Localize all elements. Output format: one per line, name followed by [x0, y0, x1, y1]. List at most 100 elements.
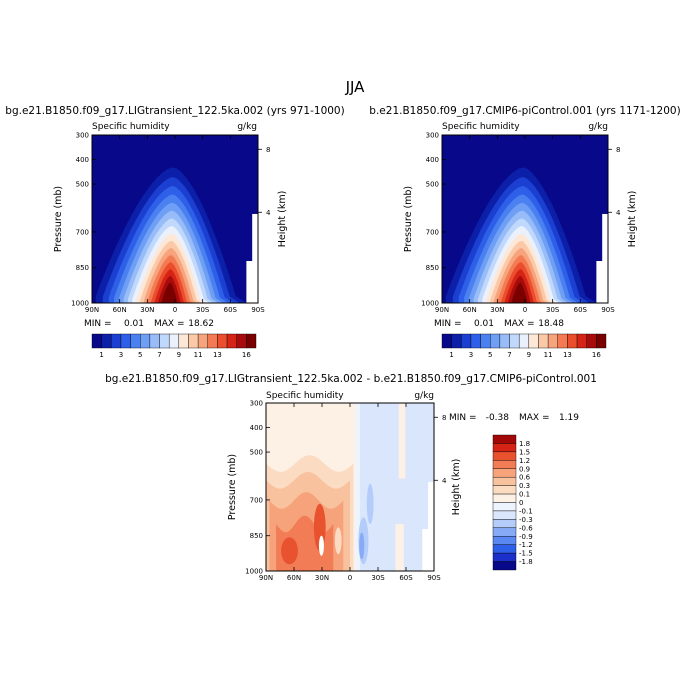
colorbar-label: 0 — [519, 499, 523, 507]
colorbar-swatch — [576, 333, 587, 349]
y-tick-label: 1000 — [245, 568, 263, 576]
y-tick-label: 400 — [250, 424, 263, 432]
height-axis-label: Height (km) — [451, 459, 462, 516]
x-tick-label: 60S — [399, 574, 413, 582]
y-tick-label: 500 — [76, 181, 89, 189]
colorbar-swatch — [140, 333, 151, 349]
panel-title: bg.e21.B1850.f09_g17.LIGtransient_122.5k… — [5, 105, 344, 117]
height-tick-label: 8 — [616, 146, 620, 154]
colorbar-swatch — [130, 333, 141, 349]
min-max-stats: MIN = 0.01 MAX = 18.48 — [434, 319, 564, 329]
colorbar-swatch — [197, 333, 208, 349]
colorbar-swatch — [490, 333, 501, 349]
x-tick-label: 60N — [463, 306, 477, 314]
colorbar-label: 9 — [527, 351, 531, 359]
colorbar-swatch — [470, 333, 481, 349]
x-tick-label: 60S — [574, 306, 588, 314]
field-label: Specific humidity — [442, 122, 520, 132]
colorbar: 1 3 5 7 9 11 13 16 — [91, 333, 257, 359]
topography-mask — [596, 261, 609, 303]
colorbar-swatch — [246, 333, 257, 349]
contour-plot: 90N 60N 30N 0 30S 60S 90S 300 400 500 700 850 1000 8 4 — [245, 400, 447, 583]
colorbar-swatch — [557, 333, 568, 349]
contour-fill — [355, 403, 361, 571]
colorbar-label: -1.8 — [519, 558, 533, 566]
colorbar-label: 1 — [449, 351, 453, 359]
contour-level — [511, 282, 529, 303]
panel-lig-transient: bg.e21.B1850.f09_g17.LIGtransient_122.5k… — [5, 105, 344, 359]
x-tick-label: 0 — [523, 306, 527, 314]
x-tick-label: 60N — [113, 306, 127, 314]
contour-plot: 90N 60N 30N 0 30S 60S 90S 300 400 500 700 850 1000 8 4 — [421, 132, 621, 315]
contour-spot — [281, 537, 298, 565]
y-tick-label: 850 — [250, 532, 263, 540]
colorbar-label: -0.9 — [519, 533, 533, 541]
topography-mask — [428, 481, 435, 571]
colorbar-swatch — [226, 333, 237, 349]
y-tick-label: 300 — [250, 400, 263, 408]
panel-title: bg.e21.B1850.f09_g17.LIGtransient_122.5k… — [105, 373, 597, 385]
colorbar-swatch — [499, 333, 510, 349]
topography-mask — [246, 261, 259, 303]
colorbar-label: 7 — [157, 351, 161, 359]
x-tick-label: 30S — [196, 306, 210, 314]
x-tick-label: 30N — [140, 306, 154, 314]
y-tick-label: 1000 — [421, 300, 439, 308]
y-tick-label: 850 — [426, 264, 439, 272]
min-value: 0.01 — [124, 319, 144, 329]
colorbar-swatch — [492, 544, 517, 554]
colorbar-label: 1 — [99, 351, 103, 359]
colorbar-swatch — [492, 485, 517, 495]
colorbar-swatch — [492, 519, 517, 529]
colorbar-swatch — [168, 333, 180, 349]
colorbar-swatch — [492, 552, 517, 562]
colorbar-swatch — [492, 443, 517, 453]
colorbar: 1.81.51.20.90.60.30.10-0.1-0.3-0.6-0.9-1… — [492, 434, 533, 571]
x-tick-label: 90S — [427, 574, 441, 582]
contour-spot — [334, 527, 342, 555]
units-label: g/kg — [237, 122, 257, 132]
colorbar-swatch — [492, 476, 517, 486]
height-axis-label: Height (km) — [277, 191, 288, 248]
colorbar-swatch — [441, 333, 452, 349]
height-tick-label: 8 — [442, 414, 446, 422]
colorbar-label: 7 — [507, 351, 511, 359]
colorbar: 1 3 5 7 9 11 13 16 — [441, 333, 607, 359]
min-value: -0.38 — [486, 413, 510, 423]
contour-fill — [398, 403, 406, 479]
y-tick-label: 400 — [76, 156, 89, 164]
contour-level — [161, 282, 179, 303]
colorbar-swatch — [492, 527, 517, 537]
y-tick-label: 700 — [250, 496, 263, 504]
contour-spot — [359, 532, 365, 560]
y-tick-label: 500 — [426, 181, 439, 189]
colorbar-label: -0.1 — [519, 507, 533, 515]
y-tick-label: 1000 — [71, 300, 89, 308]
colorbar-label: 13 — [563, 351, 572, 359]
colorbar-swatch — [567, 333, 578, 349]
colorbar-swatch — [492, 451, 517, 461]
height-tick-label: 4 — [442, 477, 447, 485]
colorbar-swatch — [461, 333, 472, 349]
x-tick-label: 60S — [224, 306, 238, 314]
min-max-stats: MIN = -0.38 MAX = 1.19 — [449, 413, 579, 423]
y-axis-label: Pressure (mb) — [227, 454, 238, 520]
field-label: Specific humidity — [266, 391, 344, 401]
x-tick-label: 30N — [490, 306, 504, 314]
colorbar-swatch — [91, 333, 102, 349]
colorbar-label: 1.8 — [519, 440, 530, 448]
colorbar-label: 0.9 — [519, 465, 530, 473]
x-tick-label: 0 — [173, 306, 177, 314]
colorbar-swatch — [451, 333, 462, 349]
colorbar-swatch — [101, 333, 112, 349]
min-label: MIN = — [434, 319, 462, 329]
max-label: MAX = — [504, 319, 535, 329]
x-tick-label: 30S — [371, 574, 385, 582]
contour-spot — [301, 529, 315, 553]
colorbar-label: 5 — [138, 351, 142, 359]
colorbar-swatch — [207, 333, 218, 349]
colorbar-swatch — [492, 468, 517, 478]
max-value: 18.48 — [538, 319, 564, 329]
colorbar-swatch — [492, 561, 517, 571]
x-tick-label: 60N — [287, 574, 301, 582]
